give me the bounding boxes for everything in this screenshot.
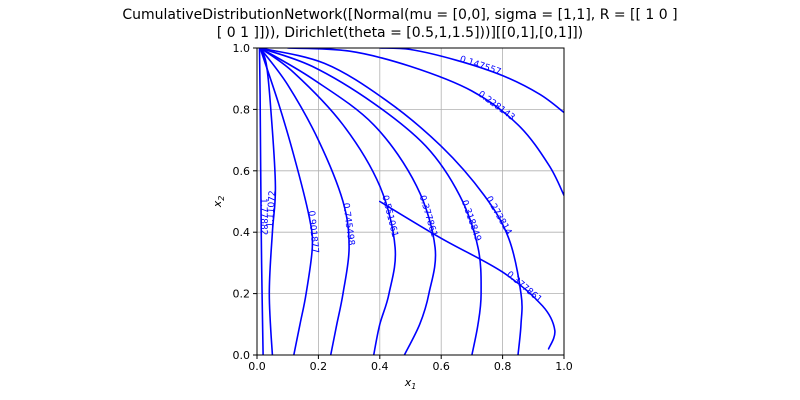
y-axis-label: x2 <box>211 196 226 209</box>
contour-level-label: 0.318849 <box>459 199 483 243</box>
contour-line <box>259 48 437 355</box>
x-tick-label: 0.0 <box>248 360 266 373</box>
contour-level-label: 0.228143 <box>476 90 517 123</box>
chart-title: CumulativeDistributionNetwork([Normal(mu… <box>0 6 800 42</box>
contour-line <box>286 48 564 197</box>
contour-level-label: 1.11072 <box>266 190 278 228</box>
x-axis-label-main: x <box>404 376 412 389</box>
contour-lines <box>258 48 564 355</box>
contour-level-label: 1.77882 <box>258 198 268 235</box>
contour-level-label: 0.551061 <box>379 194 399 238</box>
plot-frame <box>256 47 565 356</box>
contour-line <box>259 48 523 355</box>
chart-title-line-2: [ 0 1 ]])), Dirichlet(theta = [0.5,1,1.5… <box>216 25 584 41</box>
y-axis-label-main: x <box>211 200 224 208</box>
contour-line <box>259 48 314 355</box>
y-tick-label: 0.8 <box>233 103 251 116</box>
contour-line <box>259 48 397 355</box>
contour-level-label: 0.377861 <box>417 194 439 238</box>
contour-level-label: 0.745498 <box>340 202 356 246</box>
x-tick-label: 0.8 <box>494 360 512 373</box>
y-tick-label: 0.6 <box>233 165 251 178</box>
x-tick-label: 1.0 <box>555 360 573 373</box>
contour-line <box>259 48 277 355</box>
contour-level-label: 0.901877 <box>306 210 320 254</box>
contour-line <box>259 48 350 355</box>
contour-level-label: 0.377861 <box>504 270 543 305</box>
y-tick-label: 0.4 <box>233 226 251 239</box>
contour-line <box>379 200 556 350</box>
y-axis-label-sub: 2 <box>217 196 226 201</box>
x-axis-label-sub: 1 <box>411 382 416 391</box>
x-tick-label: 0.6 <box>432 360 450 373</box>
x-tick-label: 0.4 <box>371 360 389 373</box>
chart-title-line-1: CumulativeDistributionNetwork([Normal(mu… <box>122 7 678 23</box>
contour-line <box>259 48 482 355</box>
y-tick-label: 0.2 <box>233 288 251 301</box>
contour-line <box>379 48 564 114</box>
x-tick-label: 0.2 <box>310 360 328 373</box>
y-tick-label: 1.0 <box>233 42 251 55</box>
contour-line <box>258 48 264 355</box>
contour-level-label: 0.273814 <box>483 195 513 237</box>
y-tick-label: 0.0 <box>233 349 251 362</box>
axis-ticks: 0.0 0.2 0.4 0.6 0.8 1.0 0.0 0.2 0.4 0.6 0.8 1.0 <box>233 42 573 373</box>
x-axis-label: x1 <box>404 376 417 391</box>
contour-level-label: 0.147557 <box>458 55 502 78</box>
